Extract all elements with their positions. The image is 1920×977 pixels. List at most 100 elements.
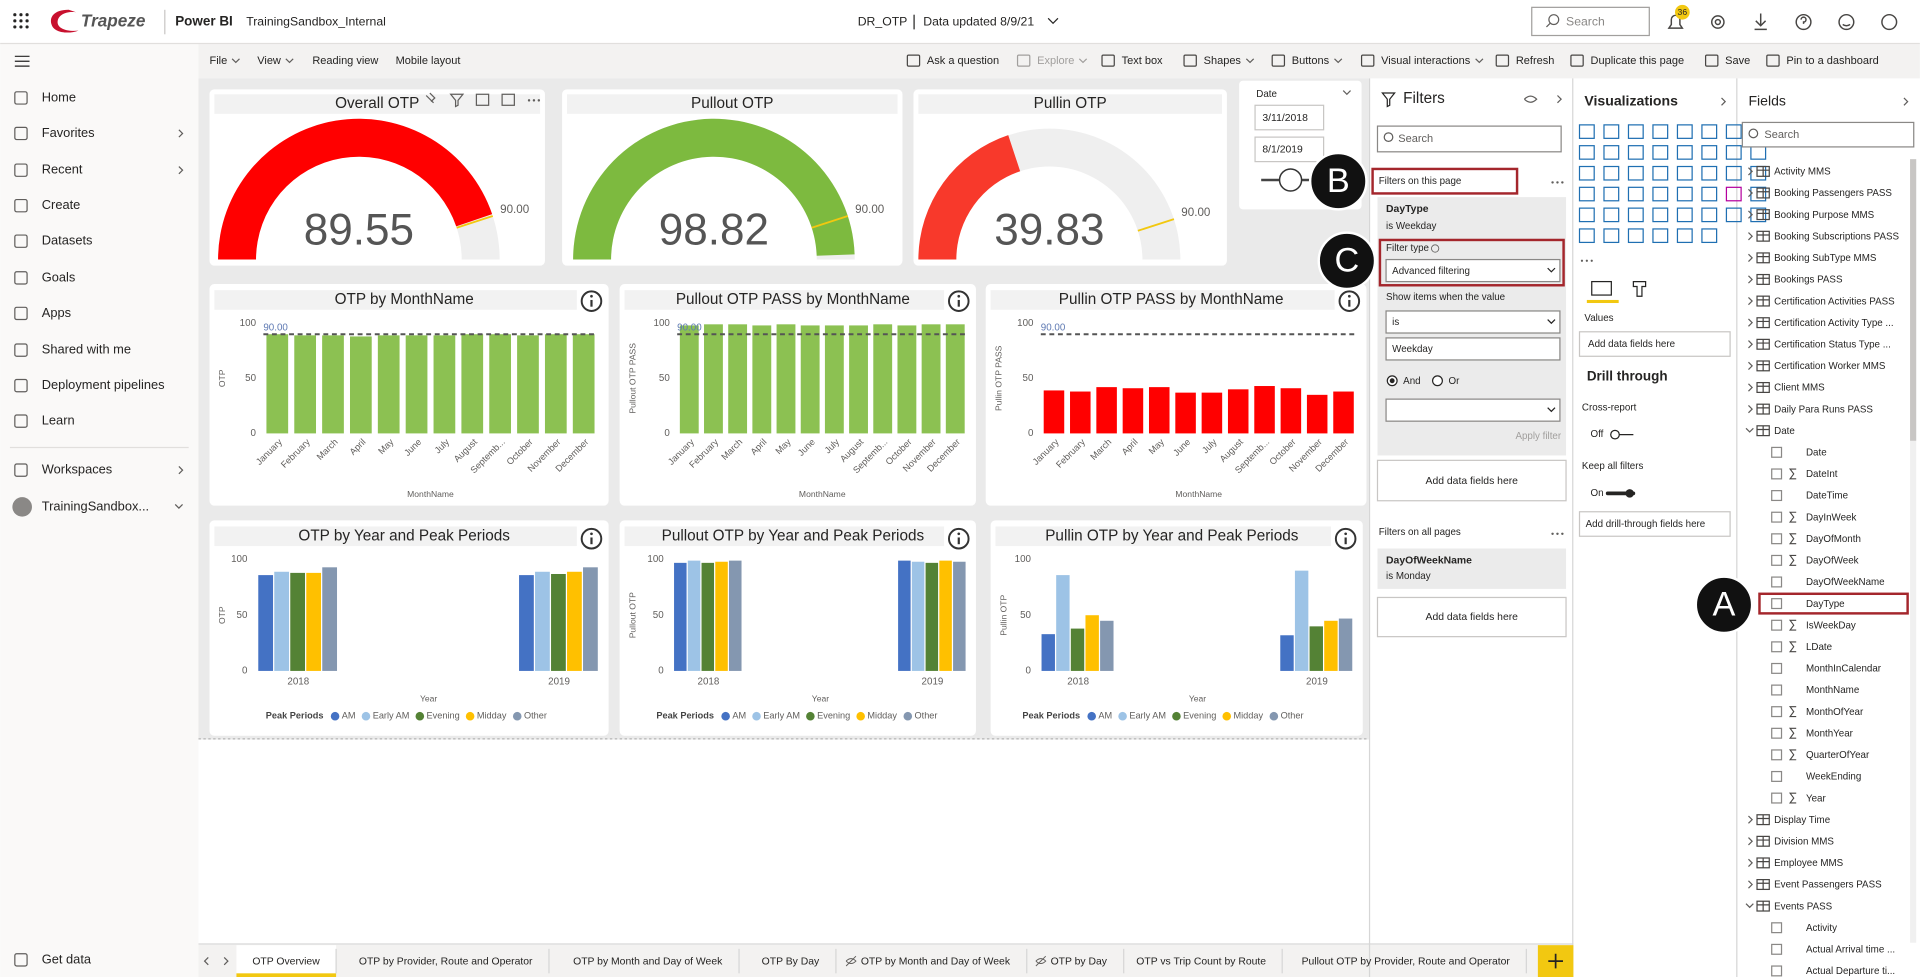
field-name[interactable]: QuarterOfYear: [1806, 750, 1870, 761]
visual-type-button[interactable]: [1627, 207, 1644, 223]
toolbar-button[interactable]: View: [257, 55, 281, 67]
table-name[interactable]: Activity MMS: [1774, 167, 1831, 178]
toolbar-button[interactable]: Explore: [1037, 55, 1074, 67]
checkbox[interactable]: [1771, 662, 1783, 674]
toolbar-button[interactable]: Reading view: [312, 55, 378, 67]
page-tab[interactable]: OTP vs Trip Count by Route: [1136, 956, 1266, 967]
checkbox[interactable]: [1771, 706, 1783, 718]
visual-type-button[interactable]: [1603, 186, 1620, 202]
field-name[interactable]: DayOfWeekName: [1806, 577, 1885, 588]
more-visuals[interactable]: [1580, 259, 1584, 262]
nav-item[interactable]: Shared with me: [42, 342, 131, 357]
toolbar-button[interactable]: Shapes: [1204, 55, 1242, 67]
visual-type-button[interactable]: [1578, 207, 1595, 223]
nav-item[interactable]: Apps: [42, 305, 71, 320]
format-tab[interactable]: [1632, 280, 1647, 297]
visual-type-button[interactable]: [1750, 207, 1767, 223]
visual-type-button[interactable]: [1603, 165, 1620, 181]
table-name[interactable]: Certification Worker MMS: [1774, 361, 1886, 372]
table-name[interactable]: Certification Activities PASS: [1774, 296, 1895, 307]
checkbox[interactable]: [1771, 684, 1783, 696]
more-visuals[interactable]: [1585, 259, 1588, 262]
more-options[interactable]: [532, 99, 536, 102]
visual-type-button[interactable]: [1627, 228, 1644, 244]
toolbar-button[interactable]: Save: [1725, 55, 1750, 67]
checkbox[interactable]: [1771, 533, 1783, 545]
visual-type-button[interactable]: [1676, 186, 1693, 202]
more-options[interactable]: [1551, 532, 1554, 536]
table-name[interactable]: Date: [1774, 426, 1795, 437]
checkbox[interactable]: [1771, 554, 1783, 566]
add-fields-well[interactable]: [1578, 511, 1731, 537]
visual-type-button[interactable]: [1603, 207, 1620, 223]
field-name[interactable]: MonthName: [1806, 685, 1859, 696]
visual-type-button[interactable]: [1725, 207, 1742, 223]
search-box[interactable]: [1531, 6, 1650, 37]
add-fields-well[interactable]: [1376, 459, 1567, 502]
checkbox[interactable]: [1771, 770, 1783, 782]
checkbox[interactable]: [1771, 446, 1783, 458]
visual-type-button[interactable]: [1652, 124, 1669, 139]
more-options[interactable]: [1561, 532, 1564, 536]
visual-type-button[interactable]: [1701, 145, 1718, 160]
visual-type-button[interactable]: [1627, 124, 1644, 139]
visual-header-icon[interactable]: [425, 92, 436, 104]
field-name[interactable]: Actual Departure ti...: [1806, 966, 1895, 977]
workspace-name[interactable]: TrainingSandbox_Internal: [246, 14, 386, 28]
page-tab[interactable]: OTP by Month and Day of Week: [861, 956, 1011, 967]
table-name[interactable]: Event Passengers PASS: [1774, 880, 1882, 891]
field-name[interactable]: DayOfMonth: [1806, 534, 1861, 545]
more-options[interactable]: [537, 99, 541, 102]
slider-handle[interactable]: [1278, 168, 1303, 192]
dropdown[interactable]: [1385, 398, 1561, 422]
checkbox[interactable]: [1771, 576, 1783, 588]
toolbar-button[interactable]: Ask a question: [927, 55, 999, 67]
search-box[interactable]: [1741, 121, 1915, 148]
visual-type-button[interactable]: [1627, 165, 1644, 181]
eye-icon[interactable]: [1523, 95, 1538, 103]
page-tab[interactable]: Pullout OTP by Provider, Route and Opera…: [1302, 956, 1511, 967]
checkbox[interactable]: [1771, 792, 1783, 804]
nav-item[interactable]: Deployment pipelines: [42, 377, 165, 392]
more-options[interactable]: [1556, 532, 1559, 536]
nav-item[interactable]: Learn: [42, 413, 75, 428]
visual-type-button[interactable]: [1652, 186, 1669, 202]
visual-type-button[interactable]: [1652, 228, 1669, 244]
field-name[interactable]: DateInt: [1806, 469, 1838, 480]
nav-item[interactable]: Datasets: [42, 233, 93, 248]
visual-type-button[interactable]: [1627, 186, 1644, 202]
field-name[interactable]: Actual Arrival time ...: [1806, 945, 1895, 956]
visual-type-button[interactable]: [1578, 228, 1595, 244]
visual-type-button[interactable]: [1652, 145, 1669, 160]
checkbox[interactable]: [1771, 727, 1783, 739]
toolbar-button[interactable]: Refresh: [1516, 55, 1555, 67]
apply-button[interactable]: Apply filter: [1515, 431, 1561, 442]
toolbar-button[interactable]: Text box: [1122, 55, 1163, 67]
visual-type-button[interactable]: [1725, 186, 1742, 202]
field-name[interactable]: IsWeekDay: [1806, 620, 1856, 631]
field-name[interactable]: MonthOfYear: [1806, 707, 1864, 718]
page-tab[interactable]: OTP By Day: [762, 956, 820, 967]
visual-type-button[interactable]: [1725, 145, 1742, 160]
table-name[interactable]: Division MMS: [1774, 836, 1834, 847]
field-name[interactable]: MonthInCalendar: [1806, 664, 1882, 675]
visual-type-button[interactable]: [1701, 186, 1718, 202]
field-name[interactable]: Year: [1806, 793, 1827, 804]
checkbox[interactable]: [1771, 598, 1783, 610]
table-name[interactable]: Events PASS: [1774, 901, 1832, 912]
dropdown[interactable]: [1385, 258, 1561, 283]
visual-header-icon[interactable]: [475, 93, 490, 106]
visual-type-button[interactable]: [1603, 145, 1620, 160]
checkbox[interactable]: [1771, 749, 1783, 761]
fields-tab[interactable]: [1591, 280, 1612, 296]
visual-type-button[interactable]: [1701, 207, 1718, 223]
table-name[interactable]: Booking Subscriptions PASS: [1774, 231, 1899, 242]
field-name[interactable]: DateTime: [1806, 491, 1848, 502]
date-input[interactable]: [1254, 104, 1325, 131]
visual-type-button[interactable]: [1725, 165, 1742, 181]
nav-item[interactable]: Favorites: [42, 125, 95, 140]
nav-item[interactable]: Workspaces: [42, 462, 112, 477]
radio[interactable]: [1431, 375, 1443, 387]
add-fields-well[interactable]: [1376, 596, 1567, 638]
field-name[interactable]: MonthYear: [1806, 728, 1854, 739]
